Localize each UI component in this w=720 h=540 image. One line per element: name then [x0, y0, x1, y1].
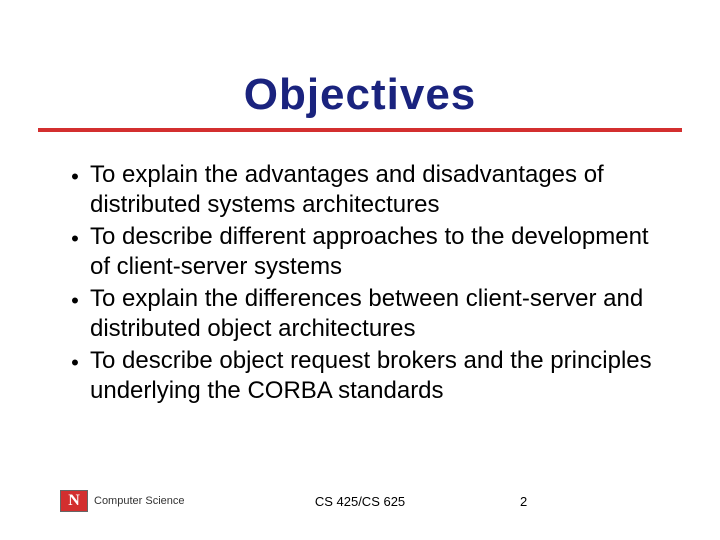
- bullet-text: To explain the differences between clien…: [90, 284, 660, 344]
- bullet-item: • To describe object request brokers and…: [60, 346, 660, 406]
- footer-department: Computer Science: [94, 495, 185, 507]
- slide: Objectives • To explain the advantages a…: [0, 0, 720, 540]
- bullet-item: • To explain the differences between cli…: [60, 284, 660, 344]
- slide-title: Objectives: [244, 70, 477, 120]
- bullet-marker-icon: •: [60, 284, 90, 316]
- bullet-marker-icon: •: [60, 160, 90, 192]
- bullet-list: • To explain the advantages and disadvan…: [60, 160, 660, 406]
- bullet-item: • To describe different approaches to th…: [60, 222, 660, 282]
- content-area: • To explain the advantages and disadvan…: [0, 132, 720, 406]
- footer-logo: N Computer Science: [60, 490, 185, 512]
- title-container: Objectives: [0, 0, 720, 128]
- bullet-text: To describe object request brokers and t…: [90, 346, 660, 406]
- bullet-marker-icon: •: [60, 346, 90, 378]
- footer-page-number: 2: [520, 494, 527, 509]
- bullet-text: To describe different approaches to the …: [90, 222, 660, 282]
- bullet-item: • To explain the advantages and disadvan…: [60, 160, 660, 220]
- footer: N Computer Science CS 425/CS 625 2: [0, 490, 720, 512]
- bullet-marker-icon: •: [60, 222, 90, 254]
- footer-course: CS 425/CS 625: [315, 494, 405, 509]
- bullet-text: To explain the advantages and disadvanta…: [90, 160, 660, 220]
- logo-icon: N: [60, 490, 88, 512]
